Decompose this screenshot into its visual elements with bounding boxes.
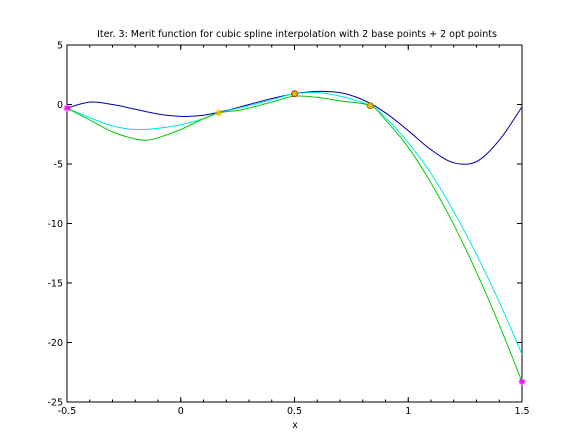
circle-marker-4 <box>366 102 374 110</box>
star-marker-1 <box>63 104 71 112</box>
y-tick-label: -5 <box>54 160 63 171</box>
star-marker-2 <box>215 109 223 117</box>
circle-marker-3 <box>291 90 298 98</box>
marker-layer <box>63 90 526 386</box>
y-tick-label: -20 <box>47 338 63 349</box>
x-tick-label: -0.5 <box>58 406 77 417</box>
plot-frame <box>66 44 523 403</box>
y-tick-label: 5 <box>57 41 63 52</box>
y-axis: 5 0 -5 -10 -15 -20 -25 <box>47 41 522 409</box>
chart-title: Iter. 3: Merit function for cubic spline… <box>97 29 497 40</box>
x-tick-label: 0 <box>178 406 184 417</box>
star-marker-5 <box>518 378 526 386</box>
y-tick-label: -25 <box>47 398 63 409</box>
x-tick-label: 1 <box>405 406 411 417</box>
x-axis: -0.5 0 0.5 1 1.5 <box>58 45 530 417</box>
y-tick-label: 0 <box>57 100 63 111</box>
series-line-3 <box>66 95 523 382</box>
x-tick-label: 0.5 <box>287 406 302 417</box>
x-axis-label: x <box>292 420 298 431</box>
y-tick-label: -10 <box>47 219 63 230</box>
y-tick-label: -15 <box>47 279 63 290</box>
x-tick-label: 1.5 <box>514 406 529 417</box>
